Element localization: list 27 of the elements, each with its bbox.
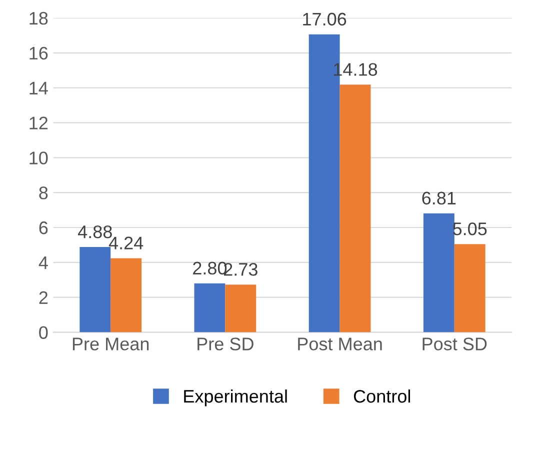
y-tick-label: 16 [30, 46, 48, 60]
y-tick-label: 6 [39, 221, 48, 234]
y-tick-label: 2 [39, 291, 48, 304]
bar [423, 213, 454, 332]
bar [110, 258, 142, 332]
y-tick-label: 10 [30, 152, 48, 164]
legend-label: Control [354, 389, 410, 403]
data-label: 6.81 [422, 192, 456, 205]
data-label: 2.73 [224, 263, 258, 276]
bar [225, 284, 256, 332]
data-label: 4.88 [78, 225, 112, 238]
data-label: 4.24 [108, 236, 144, 250]
bar [454, 244, 486, 332]
bar [340, 84, 371, 332]
y-tick-label: 12 [30, 116, 48, 130]
y-tick-label: 18 [30, 12, 48, 25]
legend-label: Experimental [184, 389, 287, 406]
y-tick-label: 8 [39, 186, 48, 200]
y-tick-label: 4 [38, 256, 48, 269]
y-tick-label: 14 [30, 82, 48, 94]
data-label: 17.06 [303, 12, 346, 26]
x-tick-label: Pre SD [198, 338, 254, 350]
x-tick-label: Pre Mean [72, 338, 149, 350]
x-tick-label: Post Mean [298, 338, 382, 350]
x-tick-label: Post SD [422, 338, 487, 350]
y-tick-label: 0 [39, 326, 48, 339]
bar [194, 283, 226, 332]
